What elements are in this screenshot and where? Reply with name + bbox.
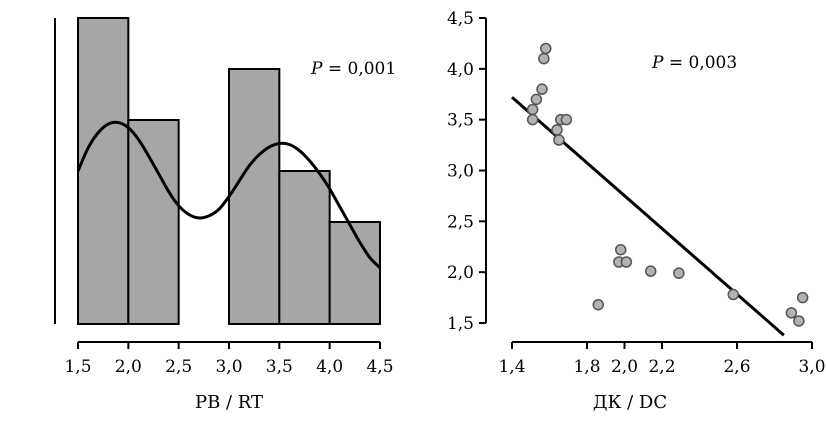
scatter-point: [727, 288, 739, 301]
scatter-point: [540, 42, 552, 55]
scatter-x-tick-label: 2,0: [611, 357, 638, 377]
scatter-point: [536, 83, 548, 95]
scatter-panel: 1,5 2,0 2,5 3,0 3,5 4,0 4,5 1,4 1,8 2,0 2,2 2,6 3,0…: [447, 9, 826, 413]
histogram-x-tick-label: 3,5: [266, 357, 293, 377]
histogram-x-tick-label: 2,5: [165, 357, 192, 377]
histogram-x-tick-marks: [77, 342, 381, 349]
scatter-point: [560, 113, 573, 126]
density-curve: [76, 120, 382, 269]
scatter-y-tick-label: 4,5: [447, 9, 474, 29]
scatter-point: [530, 93, 543, 106]
histogram-x-tick-label: 4,0: [316, 357, 343, 377]
scatter-y-tick-label: 3,5: [447, 111, 474, 131]
scatter-y-tick-marks: [479, 17, 486, 324]
scatter-x-tick-label: 1,8: [573, 357, 600, 377]
histogram-panel: 1,5 2,0 2,5 3,0 3,5 4,0 4,5 P = 0,001 PB / RT: [54, 17, 396, 413]
scatter-point: [526, 113, 539, 126]
scatter-y-tick-label: 2,0: [447, 263, 474, 283]
scatter-point: [553, 134, 565, 146]
scatter-point: [785, 307, 798, 319]
scatter-y-tick-label: 2,5: [447, 212, 474, 232]
scatter-point: [793, 315, 805, 327]
histogram-bar: [278, 170, 331, 325]
scatter-y-tick-label: 3,0: [447, 162, 474, 182]
scatter-x-tick-label: 3,0: [798, 357, 825, 377]
scatter-y-tick-labels: 1,5 2,0 2,5 3,0 3,5 4,0 4,5: [447, 9, 474, 334]
scatter-x-tick-labels: 1,4 1,8 2,0 2,2 2,6 3,0: [498, 357, 825, 377]
scatter-p-value: P = 0,003: [651, 53, 737, 73]
scatter-y-tick-label: 4,0: [447, 60, 474, 80]
scatter-x-tick-label: 1,4: [498, 357, 525, 377]
histogram-x-tick-labels: 1,5 2,0 2,5 3,0 3,5 4,0 4,5: [64, 357, 393, 377]
scatter-point: [538, 52, 550, 65]
histogram-p-value: P = 0,001: [310, 59, 396, 79]
histogram-x-label: PB / RT: [195, 392, 263, 413]
scatter-point: [592, 298, 604, 311]
histogram-x-tick-label: 3,0: [215, 357, 242, 377]
scatter-x-tick-label: 2,6: [723, 357, 750, 377]
scatter-point: [620, 256, 633, 268]
scatter-x-tick-label: 2,2: [648, 357, 675, 377]
scatter-point: [796, 291, 809, 304]
scatter-points: [526, 42, 809, 327]
histogram-bar: [328, 221, 381, 325]
histogram-bar: [77, 17, 130, 325]
scatter-y-tick-label: 1,5: [447, 314, 474, 334]
scatter-x-tick-marks: [511, 342, 813, 349]
scatter-point: [615, 244, 627, 256]
histogram-bars: [77, 17, 381, 325]
histogram-x-tick-label: 1,5: [64, 357, 91, 377]
histogram-bar: [228, 68, 281, 325]
scatter-point: [551, 124, 563, 136]
scatter-x-label: ДК / DC: [593, 392, 667, 413]
histogram-bar: [127, 119, 180, 325]
histogram-x-tick-label: 4,5: [366, 357, 393, 377]
scatter-point: [526, 103, 539, 116]
scatter-point: [645, 265, 657, 277]
scatter-point: [673, 267, 685, 279]
histogram-x-tick-label: 2,0: [115, 357, 142, 377]
